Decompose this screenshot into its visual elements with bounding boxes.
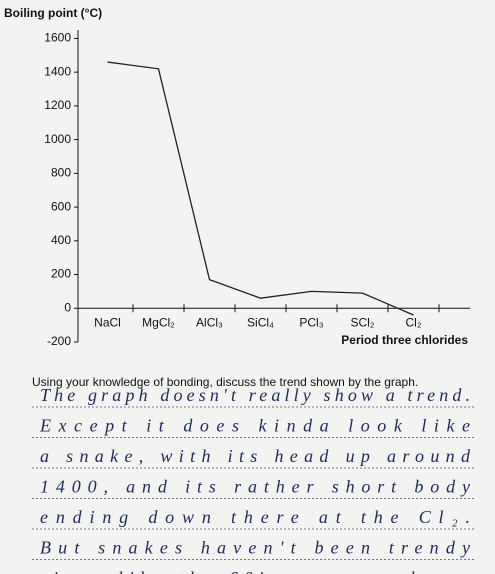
- x-tick-label: AlCl₃: [196, 315, 223, 329]
- x-tick-label: Cl₂: [406, 315, 422, 329]
- x-tick-label: NaCl: [94, 315, 121, 329]
- x-tick-label: SCl₂: [351, 315, 375, 329]
- data-line: [107, 61, 414, 316]
- answer-line: The graph doesn't really show a trend.: [40, 385, 470, 405]
- x-axis-title: Period three chlorides: [341, 333, 468, 347]
- x-tick-label: PCl₃: [299, 315, 323, 329]
- y-tick-label: 400: [51, 233, 71, 247]
- y-tick-label: 1400: [44, 64, 71, 78]
- y-tick-label: -200: [47, 334, 71, 348]
- x-tick-label: MgCl₂: [142, 315, 175, 329]
- y-tick-label: 0: [64, 300, 71, 314]
- y-axis-title: Boiling point (°C): [4, 6, 102, 20]
- y-tick-label: 1600: [44, 31, 71, 45]
- answer-line: 1400, and its rather short body: [40, 477, 470, 497]
- y-tick-label: 800: [51, 166, 71, 180]
- y-tick-label: 600: [51, 199, 71, 213]
- y-tick-label: 1000: [44, 132, 71, 146]
- y-tick-label: 200: [51, 267, 71, 281]
- x-tick-label: SiCl₄: [247, 315, 274, 329]
- y-tick-label: 1200: [44, 98, 71, 112]
- answer-line: But snakes haven't been trendy: [40, 538, 470, 558]
- question: Using your knowledge of bonding, discuss…: [32, 375, 418, 389]
